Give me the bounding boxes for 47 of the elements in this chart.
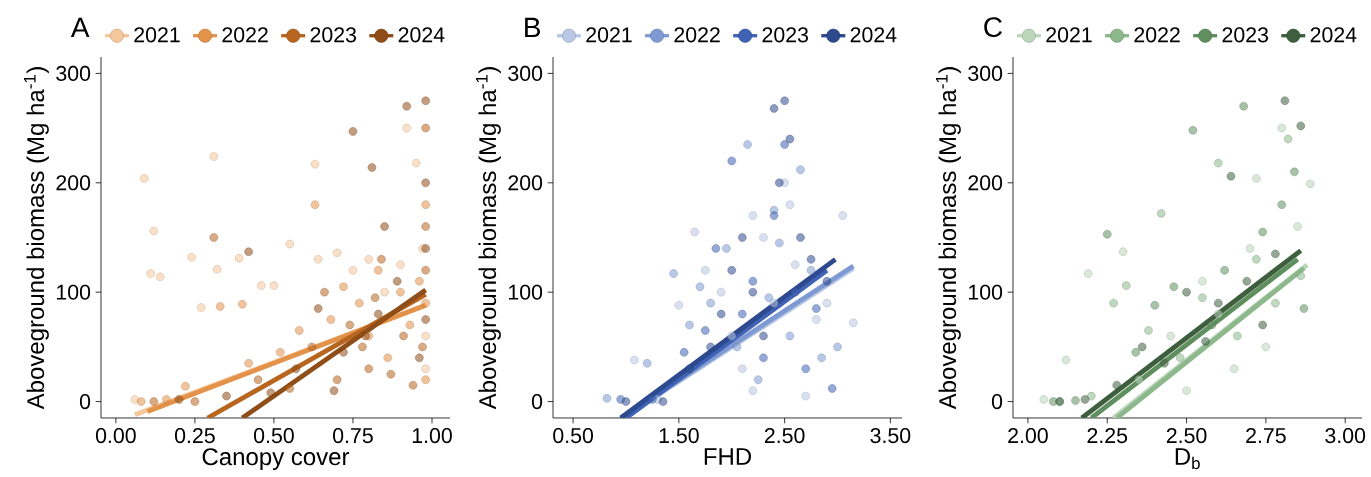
y-tick-label: 0 — [79, 394, 91, 410]
x-tick-label: 2.75 — [1246, 428, 1286, 444]
chart-title: C — [984, 17, 1002, 38]
legend-label: 2024 — [850, 27, 897, 43]
x-tick-label: 0.75 — [333, 428, 373, 444]
x-axis-title: Canopy cover — [202, 448, 350, 471]
y-tick-label: 300 — [56, 65, 91, 81]
x-tick-label: 0.50 — [553, 428, 594, 444]
x-tick-label: 1.50 — [659, 428, 699, 444]
y-tick-label: 100 — [57, 284, 91, 300]
legend-label: 2023 — [1222, 27, 1268, 43]
y-tick-label: 0 — [531, 394, 543, 410]
legend-label: 2021 — [134, 27, 180, 43]
chart-title: B — [525, 17, 541, 38]
x-axis-title: FHD — [704, 448, 752, 465]
legend-label: 2023 — [310, 27, 357, 43]
y-tick-label: 200 — [56, 175, 91, 191]
legend-label: 2021 — [1046, 27, 1092, 43]
x-tick-label: 2.50 — [1166, 428, 1207, 444]
y-axis-title: Aboveground biomass (Mg ha$^{-1}$) — [24, 67, 49, 410]
y-axis-title: Aboveground biomass (Mg ha$^{-1}$) — [476, 67, 501, 410]
y-tick-label: 100 — [509, 284, 543, 300]
y-tick-label: 200 — [508, 175, 543, 191]
legend-label: 2021 — [586, 27, 632, 43]
x-axis-title: D$_{b}$ — [1175, 448, 1200, 470]
y-tick-label: 100 — [969, 284, 1003, 300]
y-tick-label: 0 — [991, 394, 1003, 410]
y-tick-label: 300 — [508, 65, 543, 81]
y-axis-title: Aboveground biomass (Mg ha$^{-1}$) — [935, 67, 961, 410]
y-tick-label: 300 — [968, 65, 1003, 81]
legend-label: 2023 — [762, 27, 808, 43]
legend-label: 2022 — [1134, 27, 1180, 43]
x-tick-label: 2.25 — [1087, 428, 1128, 444]
x-tick-label: 0.25 — [174, 428, 215, 444]
legend-label: 2024 — [1310, 27, 1357, 43]
chart-title: A — [70, 17, 90, 38]
legend-label: 2024 — [398, 27, 445, 43]
legend-label: 2022 — [222, 27, 268, 43]
x-tick-label: 2.00 — [1008, 428, 1048, 444]
y-tick-label: 200 — [968, 175, 1003, 191]
x-tick-label: 1.00 — [412, 428, 452, 444]
x-tick-label: 2.50 — [764, 428, 805, 444]
legend-label: 2022 — [674, 27, 720, 43]
x-tick-label: 3.00 — [1325, 428, 1366, 444]
x-tick-label: 0.00 — [95, 428, 136, 444]
x-tick-label: 3.50 — [870, 428, 911, 444]
x-tick-label: 0.50 — [254, 428, 294, 444]
